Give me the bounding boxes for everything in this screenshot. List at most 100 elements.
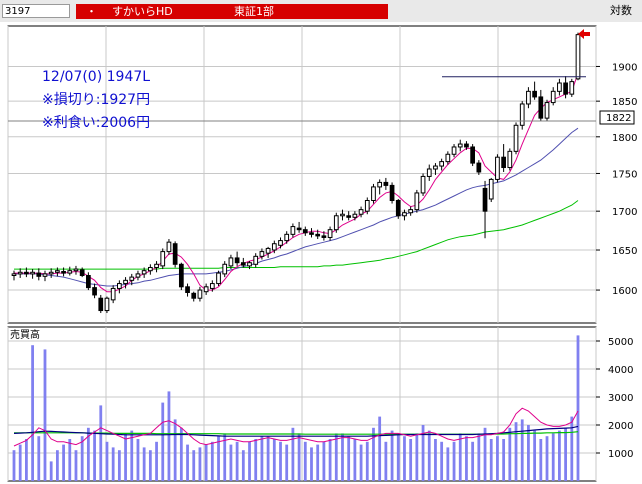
- annotation-take-profit: ※利食い:2006円: [42, 114, 150, 131]
- candle-body: [575, 34, 581, 80]
- candle-body: [426, 168, 432, 177]
- volume-bar: [142, 447, 146, 481]
- stock-name-bar[interactable]: ・ すかいらHD 東証1部: [76, 4, 388, 19]
- volume-bar: [365, 441, 369, 481]
- volume-bar: [74, 450, 78, 481]
- candle-body: [383, 181, 389, 186]
- reference-lines: [8, 76, 596, 122]
- volume-bar: [471, 441, 475, 481]
- candle-body: [98, 297, 104, 312]
- candle-body: [408, 209, 414, 214]
- volume-bar: [80, 436, 84, 481]
- candle-body: [544, 102, 550, 119]
- candlesticks: [11, 32, 581, 314]
- volume-bar: [303, 441, 307, 481]
- volume-bar: [254, 439, 258, 481]
- current-price-box: [599, 110, 635, 125]
- volume-ma-mid-line: [13, 425, 579, 437]
- candle-body: [290, 226, 296, 235]
- candle-body: [371, 186, 376, 202]
- volume-bar: [427, 430, 431, 481]
- candle-body: [30, 271, 35, 275]
- volume-bar: [415, 433, 419, 481]
- price-ma-long-line: [14, 200, 579, 270]
- price-tick-label: 1650: [612, 246, 637, 257]
- name-bullet: ・: [86, 5, 97, 18]
- candle-body: [507, 150, 513, 169]
- stock-code-field[interactable]: 3197: [2, 4, 70, 18]
- candle-body: [476, 162, 482, 173]
- candle-body: [451, 146, 457, 155]
- volume-bar: [173, 419, 177, 481]
- volume-bar: [43, 349, 47, 481]
- volume-bar: [148, 450, 152, 481]
- volume-panel-title: 売買高: [10, 328, 40, 341]
- candle-body: [141, 270, 147, 275]
- candle-body: [470, 146, 475, 164]
- volume-bar: [403, 436, 406, 481]
- volume-bar: [68, 439, 72, 481]
- candle-body: [563, 82, 568, 95]
- volume-bar: [291, 427, 295, 481]
- candle-body: [17, 271, 23, 275]
- volume-bar: [155, 441, 158, 481]
- candle-body: [234, 257, 240, 264]
- candle-body: [284, 233, 290, 242]
- annotation-stop-loss: ※損切り:1927円: [42, 92, 150, 108]
- volume-bar: [440, 441, 444, 481]
- volume-bar: [496, 436, 499, 481]
- candle-body: [247, 262, 252, 267]
- volume-bar: [533, 430, 537, 481]
- volume-bar: [527, 425, 530, 481]
- volume-bar: [384, 441, 388, 481]
- candle-body: [197, 289, 203, 299]
- volume-bar: [130, 430, 134, 481]
- candle-body: [526, 90, 531, 105]
- candle-body: [209, 283, 215, 289]
- volume-bar: [192, 450, 196, 481]
- volume-bar: [18, 444, 22, 481]
- volume-bar: [465, 436, 468, 481]
- candle-body: [389, 184, 395, 202]
- volume-bar: [229, 444, 233, 481]
- candle-body: [569, 81, 575, 95]
- candle-body: [395, 200, 401, 217]
- volume-bar: [204, 444, 208, 481]
- volume-bar: [111, 447, 115, 481]
- y-axis-labels: 1600 1650 1700 1750 1800 1850 1900 1000 2000 3000…: [596, 62, 637, 460]
- candle-body: [67, 270, 73, 274]
- candle-body: [457, 143, 463, 148]
- candle-body: [92, 287, 97, 296]
- candle-body: [364, 200, 370, 212]
- latest-price-arrow-icon: [578, 29, 590, 39]
- volume-bar: [186, 444, 189, 481]
- volume-bar: [347, 436, 351, 481]
- volume-bar: [124, 433, 127, 481]
- scale-mode-label[interactable]: 対数: [610, 4, 632, 17]
- volume-bar: [483, 427, 487, 481]
- price-tick-label: 1900: [612, 62, 637, 73]
- candle-body: [48, 271, 54, 275]
- volume-bar: [279, 441, 282, 481]
- volume-bar: [241, 450, 245, 481]
- candle-body: [519, 103, 525, 126]
- volume-bar: [55, 450, 59, 481]
- candle-body: [557, 82, 562, 92]
- volume-bar: [564, 427, 567, 481]
- candle-body: [154, 263, 159, 268]
- candle-body: [327, 229, 333, 238]
- candle-body: [79, 269, 85, 277]
- volume-bar: [167, 391, 171, 481]
- header-bar: 3197 ・ すかいらHD 東証1部 対数: [0, 0, 642, 22]
- volume-bar: [297, 433, 301, 481]
- candle-body: [278, 240, 283, 246]
- volume-bar: [223, 433, 227, 481]
- candle-body: [253, 255, 259, 265]
- volume-bar: [272, 439, 276, 481]
- candle-body: [11, 273, 17, 277]
- candle-body: [216, 272, 221, 285]
- volume-bar: [210, 441, 214, 481]
- candle-body: [86, 275, 91, 289]
- volume-bar: [285, 444, 289, 481]
